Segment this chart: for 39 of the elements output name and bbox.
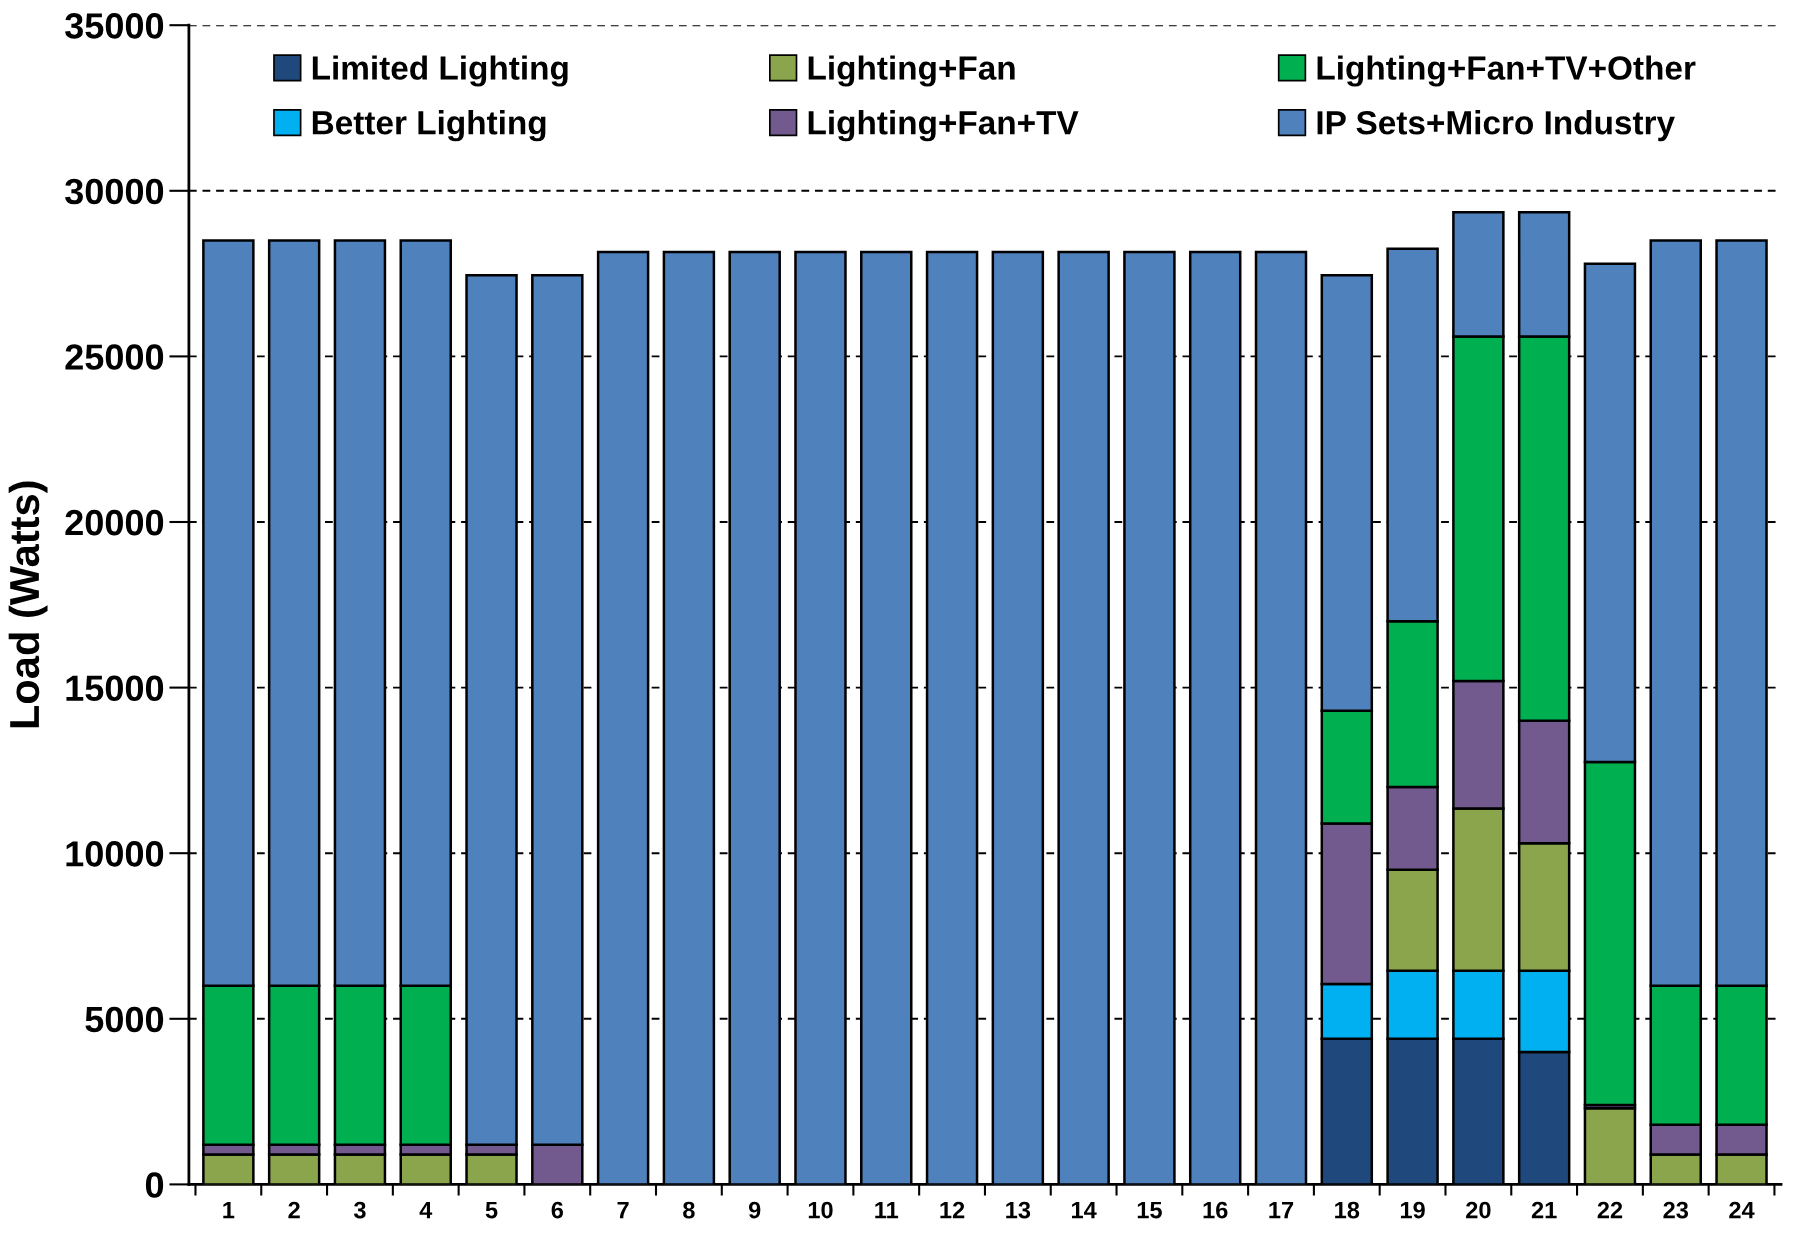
x-tick-label: 15 <box>1137 1201 1162 1219</box>
x-tick-label: 17 <box>1269 1201 1294 1219</box>
legend-label: Better Lighting <box>312 110 546 142</box>
legend-label: IP Sets+Micro Industry <box>1317 110 1675 142</box>
legend-label: Lighting+Fan <box>808 55 1015 87</box>
y-tick-label: 20000 <box>65 509 164 536</box>
x-tick-label: 7 <box>617 1201 629 1219</box>
x-tick-label: 16 <box>1203 1201 1228 1219</box>
x-tick-label: 22 <box>1597 1201 1623 1219</box>
x-tick-label: 19 <box>1400 1201 1425 1219</box>
y-tick-label: 5000 <box>85 1006 164 1033</box>
legend-label: Lighting+Fan+TV+Other <box>1317 55 1696 87</box>
y-tick-label: 10000 <box>66 841 164 867</box>
x-tick-label: 6 <box>551 1201 564 1219</box>
x-tick-label: 12 <box>940 1201 965 1219</box>
x-tick-label: 1 <box>223 1201 235 1219</box>
y-axis-title: Load (Watts) <box>8 481 48 728</box>
x-tick-label: 23 <box>1663 1201 1689 1219</box>
y-tick-label: 0 <box>145 1172 164 1198</box>
x-tick-label: 10 <box>808 1201 833 1219</box>
y-tick-label: 35000 <box>65 13 164 39</box>
x-tick-label: 3 <box>353 1201 366 1219</box>
x-tick-label: 18 <box>1335 1201 1360 1219</box>
x-tick-label: 4 <box>419 1201 433 1219</box>
x-tick-label: 21 <box>1531 1201 1557 1219</box>
x-tick-label: 14 <box>1071 1201 1097 1219</box>
legend-label: Limited Lighting <box>312 55 568 87</box>
legend-label: Lighting+Fan+TV <box>808 110 1079 142</box>
x-tick-label: 5 <box>485 1201 498 1219</box>
x-tick-label: 13 <box>1006 1201 1031 1219</box>
x-tick-label: 24 <box>1729 1201 1755 1219</box>
x-tick-label: 11 <box>875 1201 899 1219</box>
x-tick-label: 20 <box>1466 1201 1491 1219</box>
x-tick-label: 2 <box>288 1201 300 1219</box>
y-tick-label: 15000 <box>66 675 164 702</box>
y-tick-label: 30000 <box>65 178 164 205</box>
x-tick-label: 9 <box>748 1201 761 1219</box>
y-tick-label: 25000 <box>65 344 164 370</box>
x-tick-label: 8 <box>683 1201 695 1219</box>
